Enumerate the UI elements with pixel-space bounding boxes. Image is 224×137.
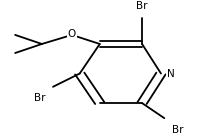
Text: Br: Br [136,1,148,11]
Text: Br: Br [34,93,45,103]
Text: Br: Br [172,125,183,135]
Text: O: O [68,29,76,39]
Text: N: N [167,68,175,79]
